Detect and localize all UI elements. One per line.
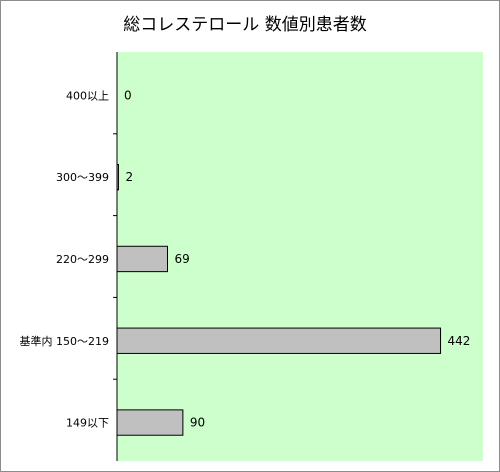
category-labels: 400以上 300～399 220～299 基準内 150～219 149以下 [20, 89, 110, 429]
value-labels: 0 2 69 442 90 [124, 88, 470, 429]
y-axis-ticks [113, 133, 117, 380]
bars-group [116, 163, 442, 436]
plot-area [117, 52, 483, 461]
bar [116, 245, 169, 273]
category-label: 300～399 [56, 171, 109, 184]
bar [116, 163, 119, 191]
bar [116, 327, 442, 354]
category-label: 220～299 [56, 253, 109, 266]
value-label: 0 [124, 88, 132, 102]
value-label: 2 [125, 170, 133, 184]
value-label: 69 [175, 252, 190, 266]
bar [116, 409, 184, 436]
category-label: 基準内 150～219 [20, 334, 110, 348]
category-label: 149以下 [66, 417, 109, 430]
value-label: 442 [448, 334, 471, 348]
chart-title: 総コレステロール 数値別患者数 [123, 15, 366, 35]
category-label: 400以上 [66, 89, 109, 102]
value-label: 90 [190, 416, 205, 430]
